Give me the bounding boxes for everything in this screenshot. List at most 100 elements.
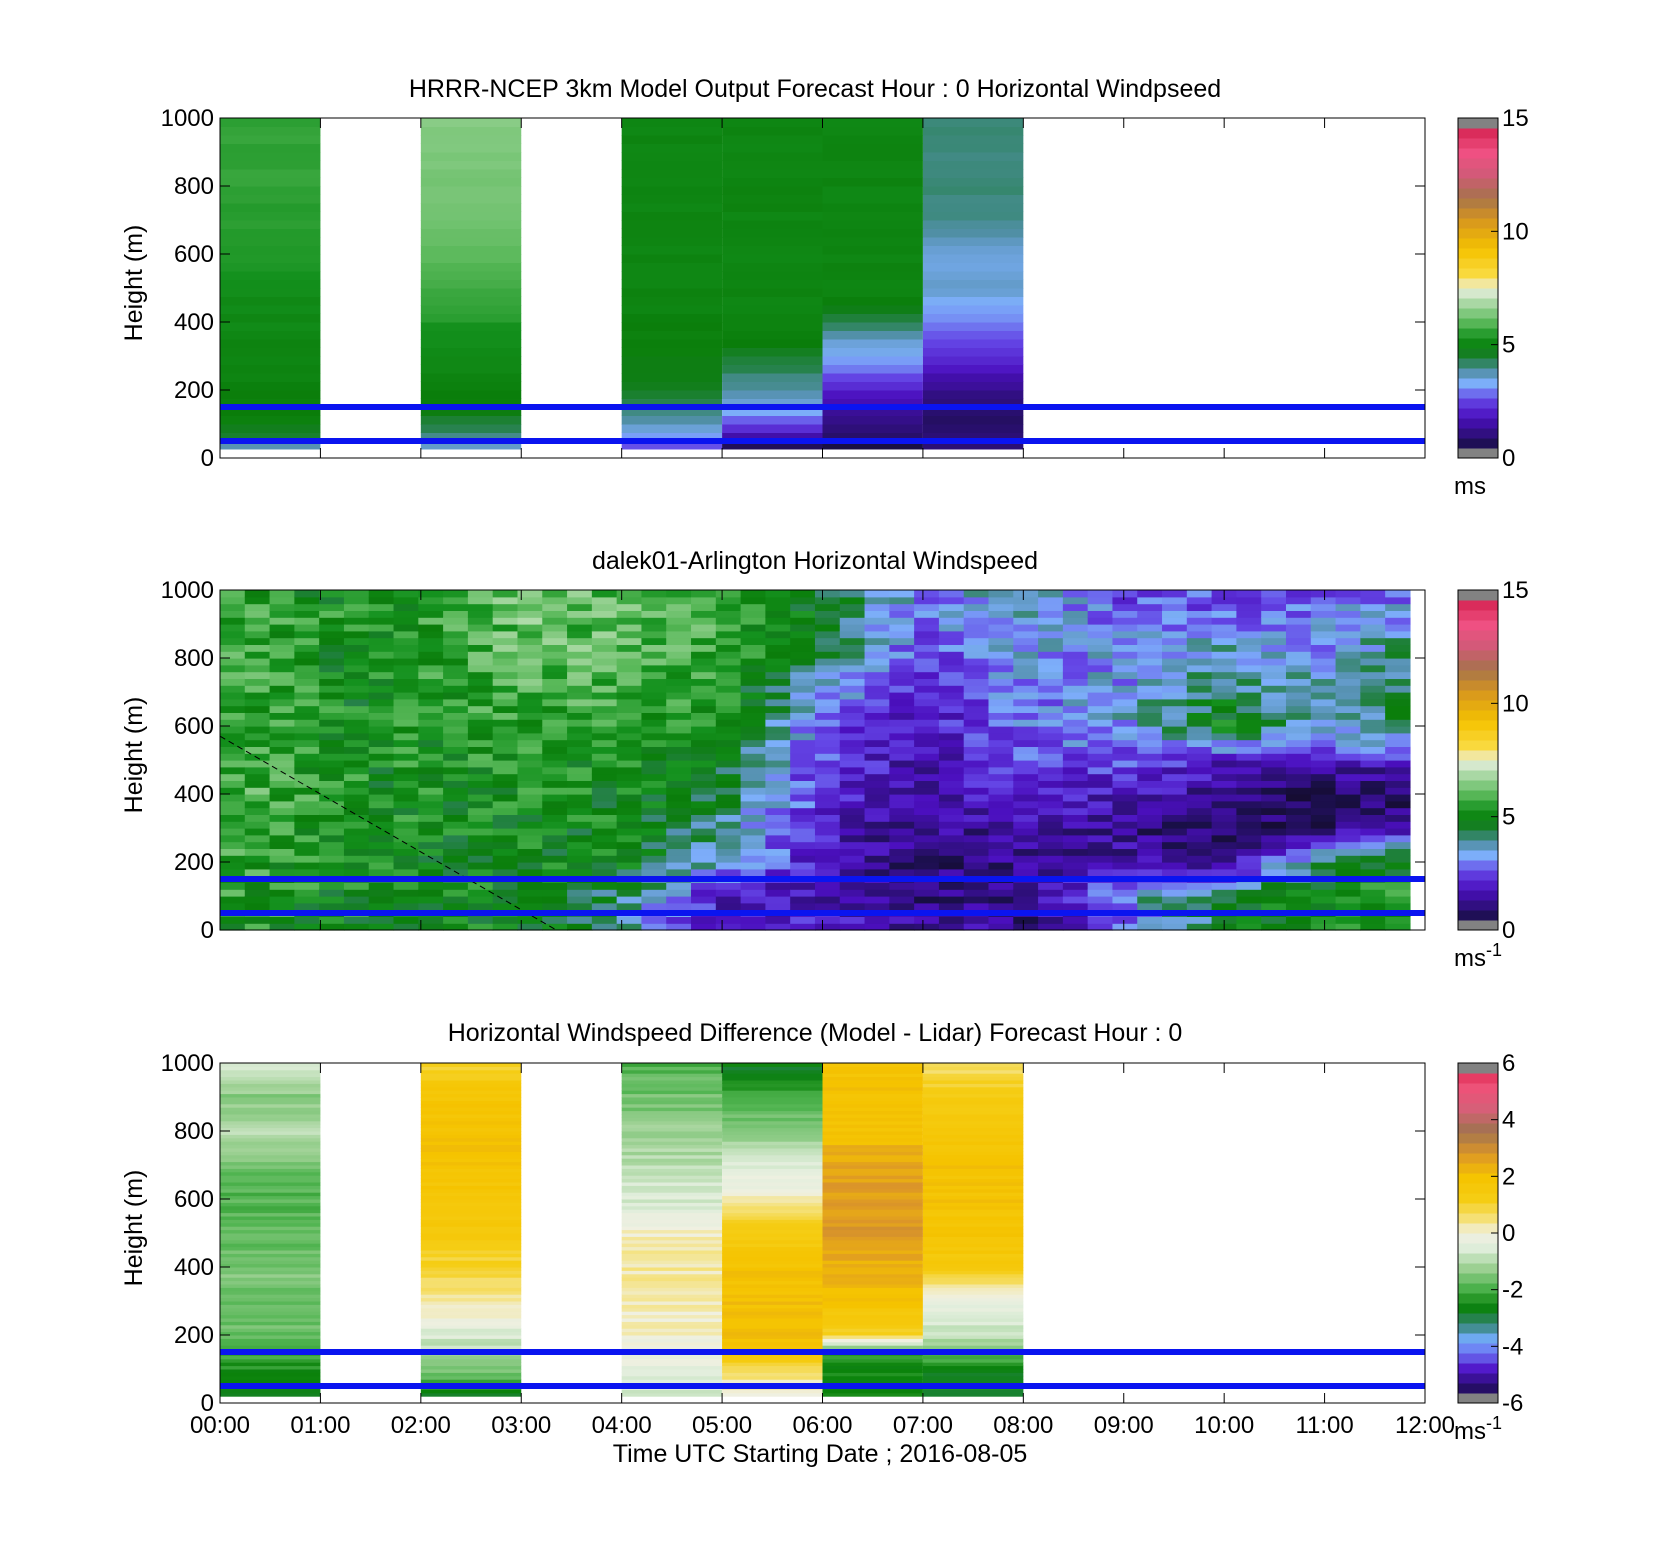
heatmap-cell: [963, 630, 990, 639]
heatmap-cell: [889, 807, 915, 815]
heatmap-cell: [616, 644, 643, 652]
heatmap-cell: [1186, 624, 1213, 632]
heatmap-cell: [621, 1246, 723, 1251]
colorbar-segment: [1458, 1183, 1498, 1194]
heatmap-cell: [922, 1212, 1024, 1217]
heatmap-cell: [420, 1080, 522, 1084]
heatmap-cell: [220, 678, 246, 686]
heatmap-cell: [244, 658, 271, 666]
heatmap-cell: [922, 1178, 1024, 1183]
heatmap-cell: [715, 841, 742, 849]
heatmap-cell: [1261, 712, 1287, 720]
heatmap-cell: [864, 780, 890, 788]
heatmap-cell: [343, 896, 370, 904]
heatmap-cell: [368, 794, 395, 802]
heatmap-cell: [889, 882, 915, 890]
heatmap-cell: [1310, 664, 1337, 673]
heatmap-cell: [1310, 644, 1337, 652]
colorbar-segment: [1458, 710, 1498, 721]
heatmap-cell: [740, 610, 766, 618]
heatmap-cell: [492, 685, 519, 693]
heatmap-cell: [1211, 773, 1237, 781]
heatmap-cell: [220, 1154, 321, 1159]
heatmap-cell: [814, 637, 841, 645]
heatmap-cell: [220, 1175, 321, 1180]
heatmap-cell: [1261, 692, 1287, 700]
heatmap-cell: [1360, 719, 1386, 727]
heatmap-cell: [1236, 739, 1262, 747]
heatmap-cell: [420, 126, 522, 136]
heatmap-cell: [822, 254, 923, 263]
heatmap-cell: [616, 766, 643, 775]
heatmap-cell: [722, 1226, 823, 1231]
heatmap-cell: [1310, 794, 1337, 802]
heatmap-cell: [963, 828, 990, 836]
heatmap-cell: [938, 848, 965, 856]
heatmap-cell: [963, 841, 990, 849]
heatmap-cell: [922, 296, 1024, 306]
heatmap-cell: [1335, 705, 1361, 713]
colorbar-segment: [1458, 1273, 1498, 1284]
heatmap-cell: [691, 766, 717, 775]
heatmap-cell: [922, 1086, 1024, 1091]
heatmap-cell: [722, 1219, 823, 1224]
heatmap-cell: [1360, 834, 1386, 843]
heatmap-cell: [294, 726, 320, 734]
heatmap-cell: [822, 1168, 923, 1173]
heatmap-cell: [1112, 896, 1138, 904]
heatmap-cell: [220, 1209, 321, 1214]
heatmap-cell: [715, 753, 742, 761]
heatmap-cell: [963, 637, 990, 645]
heatmap-cell: [988, 610, 1014, 618]
heatmap-cell: [220, 441, 321, 450]
heatmap-cell: [1211, 610, 1237, 618]
heatmap-cell: [621, 1304, 723, 1309]
heatmap-cell: [567, 603, 593, 611]
heatmap-cell: [220, 1260, 321, 1265]
heatmap-cell: [1236, 780, 1262, 788]
heatmap-cell: [567, 705, 593, 713]
heatmap-cell: [621, 1168, 723, 1173]
heatmap-cell: [1285, 678, 1312, 686]
heatmap-cell: [1335, 753, 1361, 761]
heatmap-cell: [1013, 678, 1039, 686]
colorbar-segment: [1458, 1223, 1498, 1234]
heatmap-cell: [492, 753, 519, 761]
heatmap-cell: [922, 1090, 1024, 1095]
heatmap-cell: [621, 1263, 723, 1268]
heatmap-cell: [368, 692, 395, 700]
heatmap-cell: [722, 177, 823, 187]
heatmap-cell: [517, 807, 543, 815]
heatmap-cell: [1335, 902, 1361, 911]
heatmap-cell: [1335, 658, 1361, 666]
heatmap-cell: [368, 807, 395, 815]
heatmap-cell: [765, 855, 791, 863]
heatmap-cell: [1013, 732, 1039, 741]
colorbar-tick-label: -4: [1502, 1333, 1523, 1360]
heatmap-cell: [765, 705, 791, 713]
heatmap-cell: [1186, 651, 1213, 659]
heatmap-cell: [1137, 807, 1163, 815]
heatmap-cell: [715, 664, 742, 673]
heatmap-cell: [1385, 868, 1411, 877]
heatmap-cell: [467, 814, 494, 822]
colorbar-segment: [1458, 388, 1498, 399]
heatmap-cell: [621, 1229, 723, 1234]
heatmap-cell: [1285, 807, 1312, 815]
heatmap-cell: [319, 916, 345, 924]
heatmap-cell: [666, 664, 692, 673]
colorbar-segment: [1458, 1133, 1498, 1144]
heatmap-cell: [368, 698, 395, 707]
heatmap-cell: [1087, 794, 1114, 802]
heatmap-cell: [1211, 596, 1237, 605]
heatmap-cell: [418, 889, 444, 897]
heatmap-cell: [1038, 855, 1064, 863]
heatmap-cell: [420, 271, 522, 280]
y-tick-label: 400: [174, 309, 214, 336]
heatmap-cell: [790, 794, 816, 802]
heatmap-cell: [691, 800, 717, 809]
heatmap-cell: [220, 732, 246, 741]
heatmap-cell: [420, 1216, 522, 1220]
heatmap-cell: [1162, 828, 1188, 836]
heatmap-cell: [1360, 766, 1386, 775]
